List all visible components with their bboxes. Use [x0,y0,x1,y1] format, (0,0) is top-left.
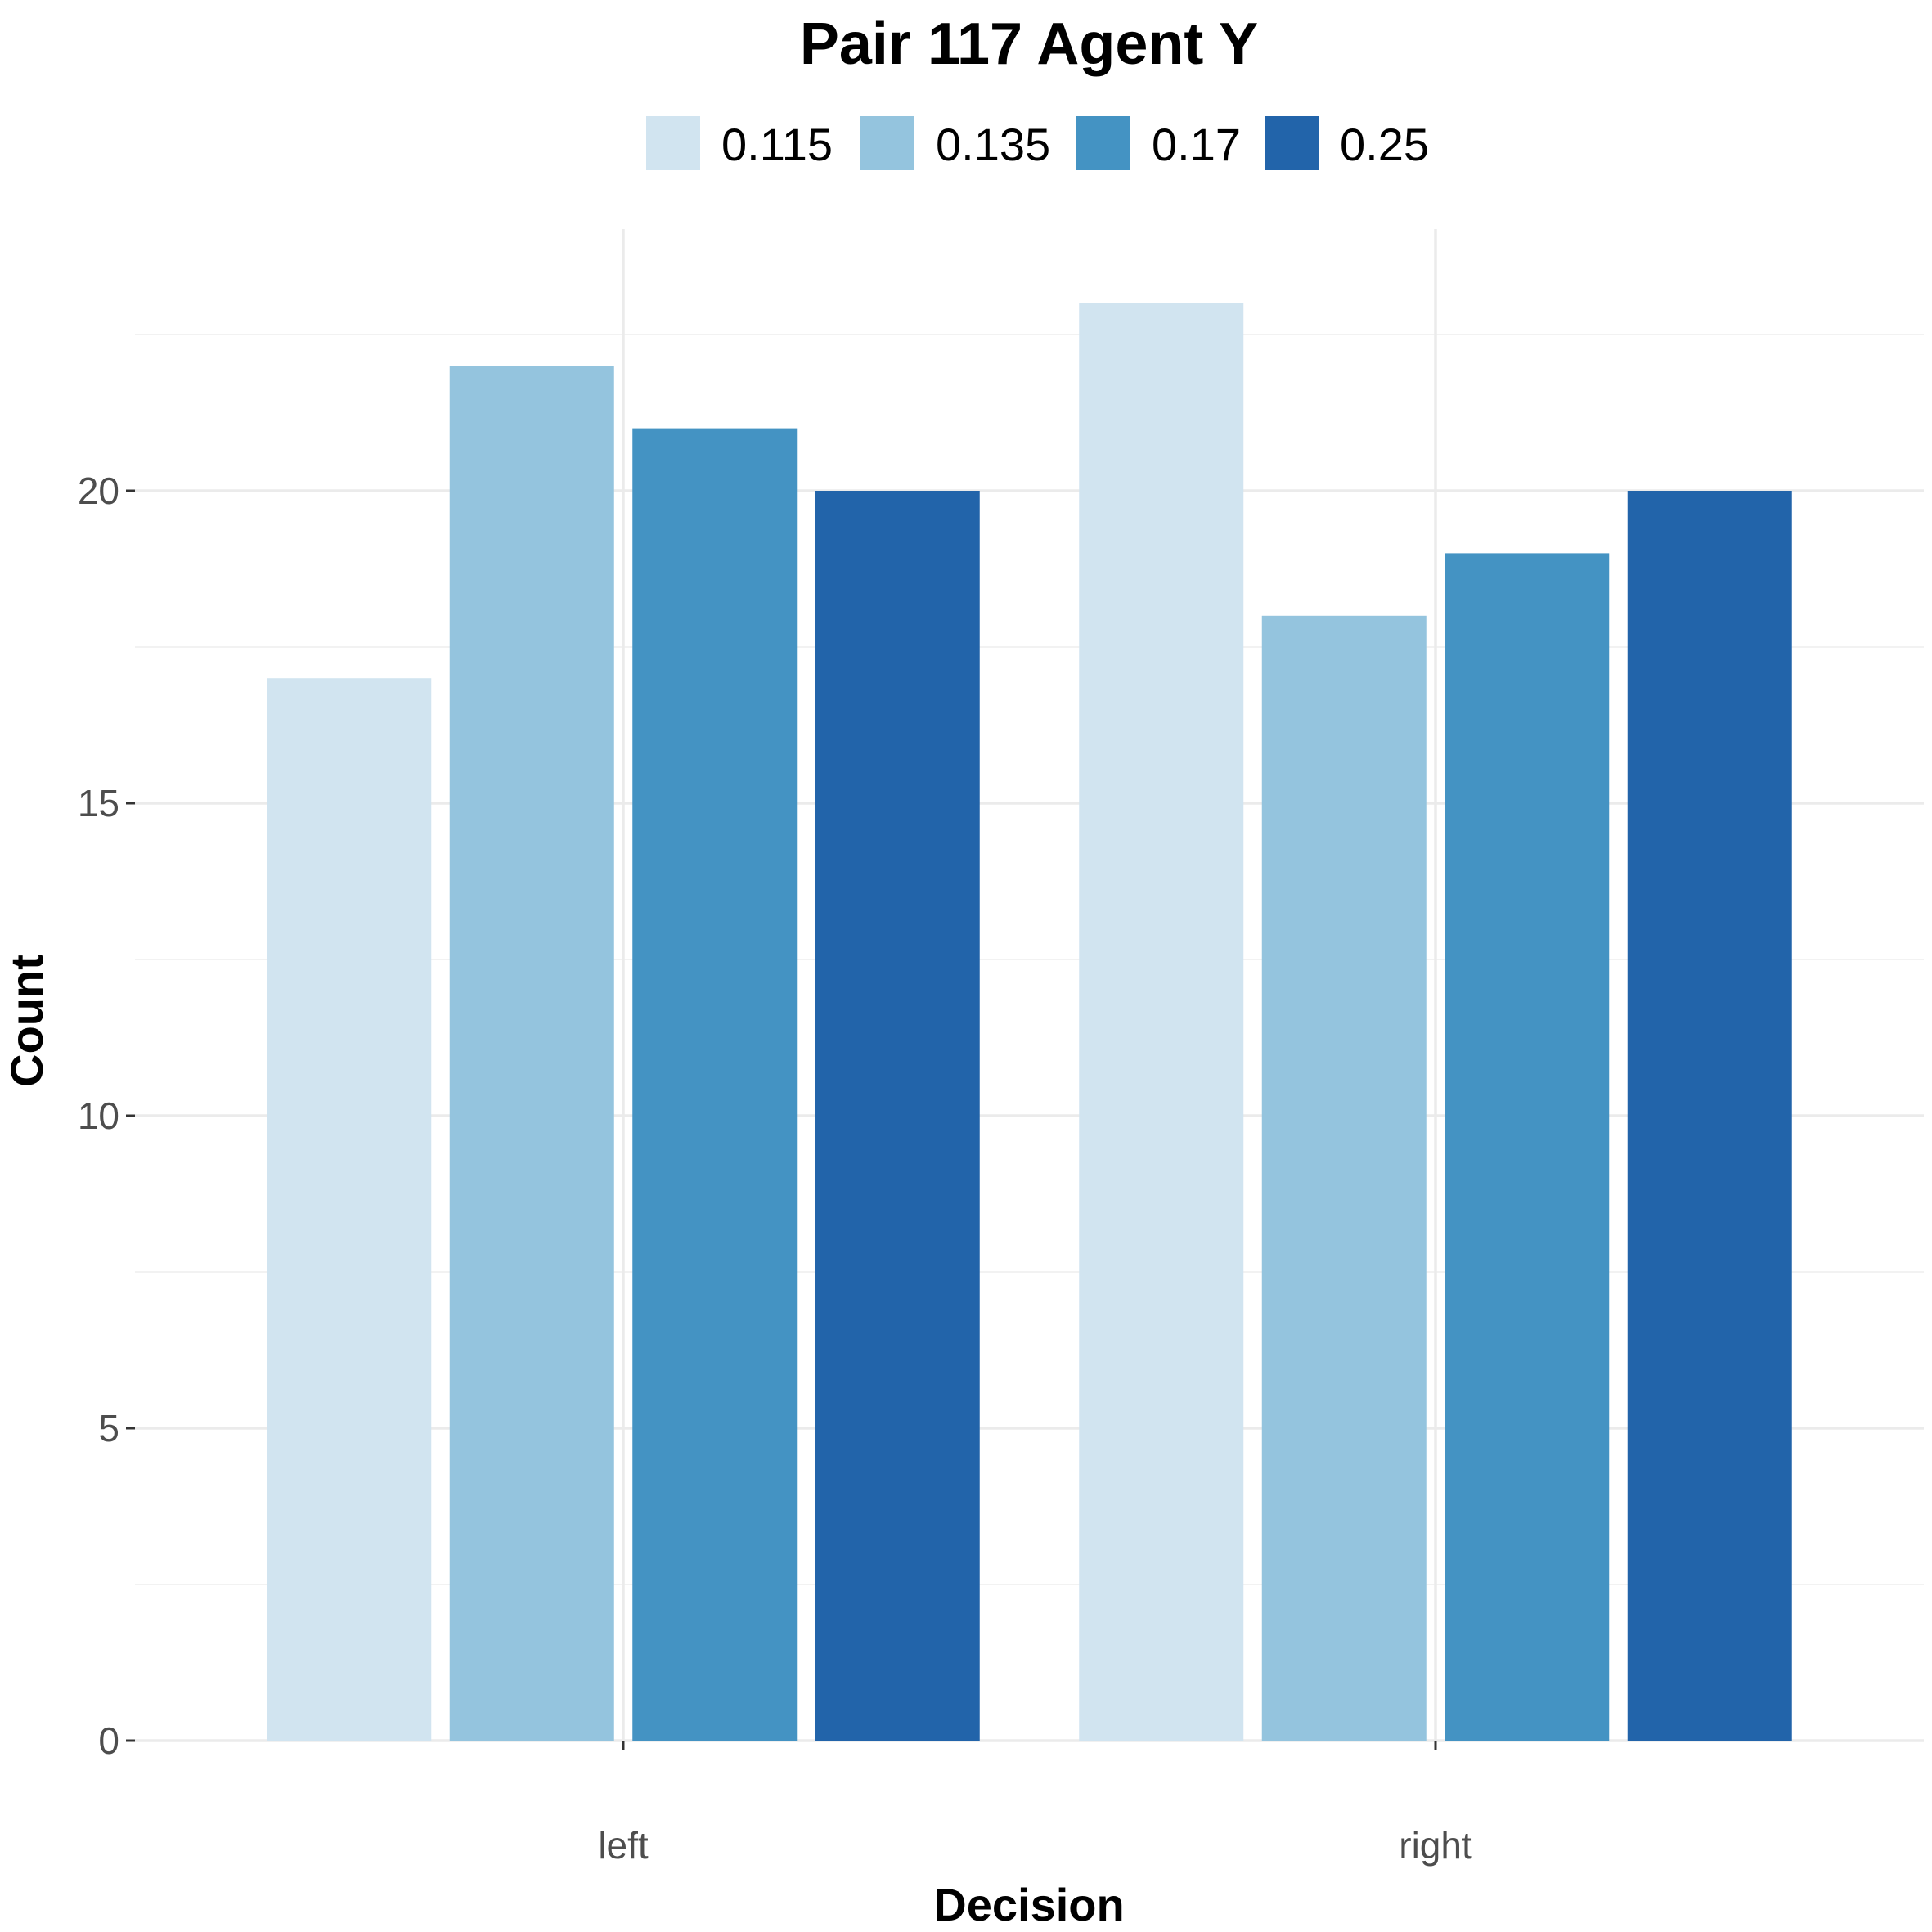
y-axis-title: Count [1,955,52,1087]
bar-left-0.135 [449,366,614,1741]
y-tick-label: 15 [78,782,119,824]
legend-label: 0.115 [721,119,833,170]
legend-label: 0.135 [936,119,1050,170]
legend-label: 0.25 [1340,119,1429,170]
legend: 0.115 0.135 0.17 0.25 [646,116,1429,170]
bar-left-0.25 [815,491,980,1741]
bar-right-0.25 [1627,491,1792,1741]
legend-swatch [1076,116,1130,170]
y-tick-label: 0 [98,1719,119,1762]
legend-swatch [860,116,914,170]
x-axis-title: Decision [933,1879,1124,1930]
x-tick-label: right [1399,1824,1472,1867]
bar-right-0.115 [1079,303,1244,1741]
bar-right-0.135 [1261,615,1427,1741]
chart-title: Pair 117 Agent Y [800,11,1258,77]
y-tick-label: 10 [78,1094,119,1137]
bar-right-0.17 [1445,553,1610,1741]
bar-left-0.115 [267,678,432,1741]
legend-swatch [1265,116,1319,170]
x-axis: left right [598,1741,1472,1867]
y-axis: 0 5 10 15 20 [78,470,135,1762]
bar-left-0.17 [632,428,798,1741]
gridlines [135,229,1924,1742]
bars [267,303,1792,1741]
legend-label: 0.17 [1152,119,1241,170]
legend-swatch [646,116,700,170]
y-tick-label: 5 [98,1407,119,1449]
y-tick-label: 20 [78,470,119,512]
x-tick-label: left [598,1824,649,1867]
